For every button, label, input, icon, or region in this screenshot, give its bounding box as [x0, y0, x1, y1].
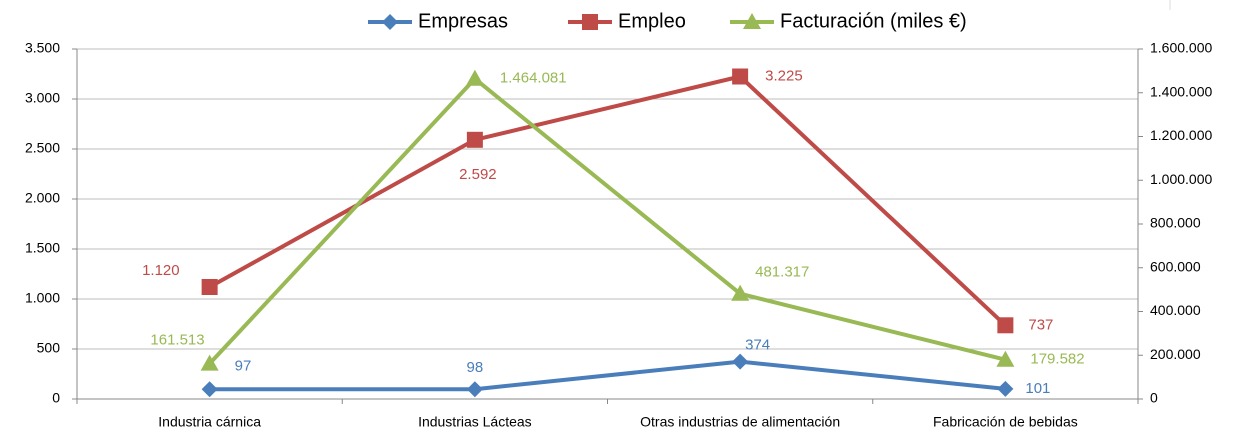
series-line [208, 76, 1006, 366]
data-label: 3.225 [765, 67, 803, 84]
marker [996, 350, 1015, 367]
y-tick-label: 1.500 [25, 240, 60, 256]
marker [201, 381, 218, 398]
marker [465, 69, 484, 86]
marker [743, 13, 761, 29]
y-tick-label: 3.500 [25, 40, 60, 56]
data-label: 481.317 [755, 264, 809, 281]
marker [201, 279, 218, 295]
y2-tick-label: 200.000 [1150, 346, 1201, 362]
x-tick-label: Fabricación de bebidas [933, 414, 1078, 430]
y2-tick-label: 1.600.000 [1150, 40, 1212, 56]
legend-text: Facturación (miles €) [780, 10, 967, 32]
marker [582, 14, 598, 30]
y-tick-label: 2.500 [25, 140, 60, 156]
series-line [208, 74, 1007, 327]
data-label: 374 [745, 337, 770, 354]
marker [732, 68, 749, 85]
data-label: 97 [235, 357, 252, 374]
series-line [209, 359, 1006, 392]
marker [997, 317, 1014, 334]
y-tick-label: 500 [37, 340, 61, 356]
y-tick-label: 3.000 [25, 90, 60, 106]
y2-tick-label: 1.200.000 [1150, 127, 1212, 143]
y-tick-label: 0 [52, 390, 60, 406]
data-label: 179.582 [1030, 351, 1084, 368]
data-label: 2.592 [459, 166, 497, 183]
y2-tick-label: 400.000 [1150, 302, 1201, 318]
data-label: 101 [1025, 380, 1050, 397]
marker [382, 14, 398, 30]
data-label: 1.464.081 [500, 70, 567, 87]
y2-tick-label: 600.000 [1150, 258, 1201, 274]
data-label: 737 [1028, 316, 1053, 333]
legend-text: Empresas [418, 10, 508, 32]
x-tick-label: Industrias Lácteas [418, 414, 532, 430]
x-tick-label: Industria cárnica [158, 414, 261, 430]
y2-tick-label: 1.000.000 [1150, 171, 1212, 187]
marker [200, 354, 219, 371]
marker [997, 380, 1014, 397]
marker [466, 381, 483, 398]
y2-tick-label: 1.400.000 [1150, 83, 1212, 99]
y-tick-label: 2.000 [25, 190, 60, 206]
marker [466, 131, 483, 148]
data-label: 161.513 [150, 332, 204, 349]
y-tick-label: 1.000 [25, 290, 60, 306]
data-label: 98 [467, 359, 484, 376]
x-tick-label: Otras industrias de alimentación [640, 414, 840, 430]
marker [732, 353, 749, 370]
marker [731, 284, 750, 301]
y2-tick-label: 0 [1150, 390, 1158, 406]
data-label: 1.120 [142, 262, 180, 279]
legend-text: Empleo [618, 10, 686, 32]
y2-tick-label: 800.000 [1150, 215, 1201, 231]
